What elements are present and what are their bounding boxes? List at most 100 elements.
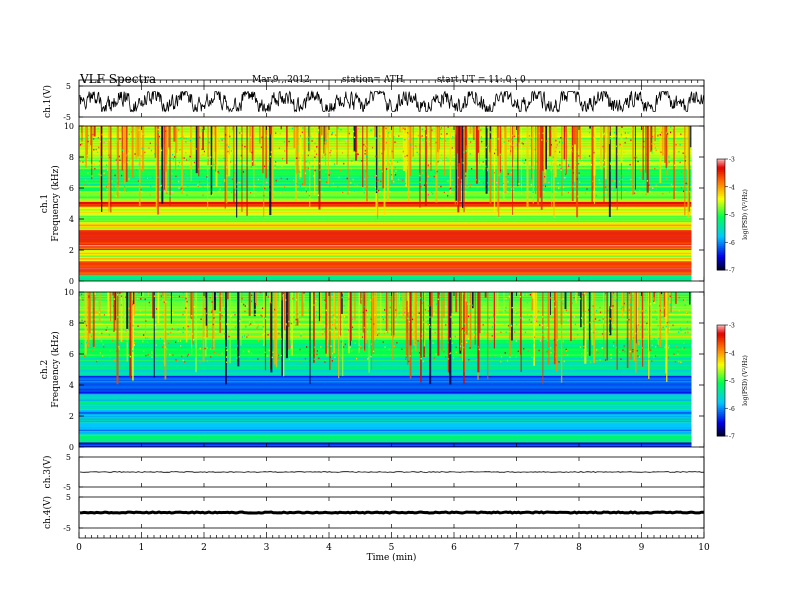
spectral-streak	[248, 292, 251, 316]
spectral-speckle	[337, 127, 339, 129]
spectral-speckle	[509, 356, 511, 359]
spectral-speckle	[668, 344, 670, 347]
colorbar-cell	[717, 159, 725, 162]
colorbar-cell	[717, 170, 725, 173]
spectral-speckle	[172, 354, 174, 356]
spectral-speckle	[147, 337, 149, 339]
spectral-speckle	[137, 180, 140, 182]
spectral-speckle	[447, 358, 449, 360]
spectral-speckle	[593, 151, 595, 154]
spectral-streak	[372, 292, 375, 354]
spectral-speckle	[679, 327, 681, 329]
spectral-speckle	[472, 126, 474, 128]
spectral-speckle	[339, 169, 341, 172]
spectral-speckle	[182, 292, 185, 294]
spectral-speckle	[430, 162, 432, 165]
spectral-speckle	[571, 150, 574, 153]
spectral-speckle	[562, 298, 564, 300]
spectral-streak	[456, 126, 459, 154]
spectral-speckle	[654, 355, 657, 357]
spectral-speckle	[211, 193, 214, 196]
spectral-speckle	[587, 173, 589, 176]
spectral-speckle	[314, 169, 316, 172]
spectral-speckle	[666, 177, 668, 180]
spectral-streak	[380, 292, 383, 294]
spectral-streak	[542, 292, 544, 385]
colorbar-cell	[717, 362, 725, 365]
spectral-speckle	[330, 177, 333, 180]
spectral-speckle	[551, 350, 553, 353]
spectral-speckle	[233, 319, 235, 321]
spectral-speckle	[517, 133, 519, 136]
spectral-speckle	[257, 339, 260, 342]
spectral-speckle	[511, 186, 513, 189]
spectral-streak	[549, 126, 552, 157]
spectral-speckle	[179, 148, 181, 151]
spectral-speckle	[364, 151, 366, 153]
spectral-streak	[366, 126, 368, 202]
spectral-speckle	[202, 153, 204, 156]
spectral-speckle	[292, 179, 295, 182]
spectral-speckle	[359, 176, 361, 178]
spectral-speckle	[486, 126, 488, 129]
spectral-speckle	[341, 296, 343, 299]
spectral-speckle	[665, 168, 668, 170]
spectral-speckle	[251, 294, 253, 297]
spectral-speckle	[313, 304, 315, 306]
spectral-speckle	[327, 326, 329, 329]
spectral-speckle	[659, 167, 661, 169]
spectral-line	[79, 296, 692, 299]
spectral-speckle	[329, 185, 331, 187]
spectral-streak	[371, 292, 373, 370]
spectral-speckle	[98, 173, 100, 176]
spectral-speckle	[613, 341, 615, 344]
spectral-speckle	[163, 189, 166, 192]
spectral-speckle	[485, 158, 487, 161]
spectral-speckle	[448, 136, 450, 138]
spectral-speckle	[506, 340, 508, 343]
spectral-speckle	[183, 173, 186, 176]
spectral-speckle	[307, 167, 309, 169]
spectral-speckle	[367, 358, 369, 360]
spectral-speckle	[483, 332, 485, 334]
spectral-streak	[465, 292, 468, 335]
spectral-speckle	[325, 171, 327, 173]
spectral-speckle	[263, 340, 265, 342]
spectral-speckle	[126, 340, 128, 343]
spectral-speckle	[402, 155, 404, 157]
spectral-streak	[376, 126, 379, 219]
y-tick-label: 0	[69, 277, 74, 286]
spectral-speckle	[91, 164, 93, 166]
spectral-speckle	[363, 326, 365, 329]
spectral-speckle	[528, 135, 531, 137]
spectral-speckle	[511, 167, 513, 169]
spectral-speckle	[621, 306, 623, 308]
spectral-streak	[269, 292, 271, 303]
spectral-speckle	[539, 324, 541, 326]
spectral-speckle	[558, 318, 560, 320]
spectral-streak	[612, 292, 614, 325]
spectral-speckle	[636, 349, 638, 352]
spectral-speckle	[596, 360, 598, 362]
spectral-speckle	[374, 186, 377, 189]
colorbar-cell	[717, 391, 725, 394]
spectral-speckle	[160, 295, 163, 297]
spectral-speckle	[339, 335, 341, 337]
spectral-speckle	[199, 360, 201, 363]
spectral-speckle	[628, 309, 630, 311]
colorbar-cell	[717, 432, 725, 435]
spectral-speckle	[393, 172, 395, 175]
spectral-streak	[450, 292, 453, 314]
spectral-speckle	[295, 157, 298, 159]
spectral-speckle	[491, 326, 494, 328]
spectral-speckle	[642, 128, 644, 130]
spectral-speckle	[183, 310, 185, 313]
spectral-speckle	[87, 342, 90, 345]
spectral-speckle	[294, 148, 296, 150]
spectral-speckle	[527, 350, 529, 352]
colorbar-cell	[717, 207, 725, 210]
spectral-speckle	[182, 359, 184, 362]
spectral-streak	[98, 292, 101, 324]
spectral-line	[79, 326, 692, 328]
spectral-line	[79, 375, 692, 378]
